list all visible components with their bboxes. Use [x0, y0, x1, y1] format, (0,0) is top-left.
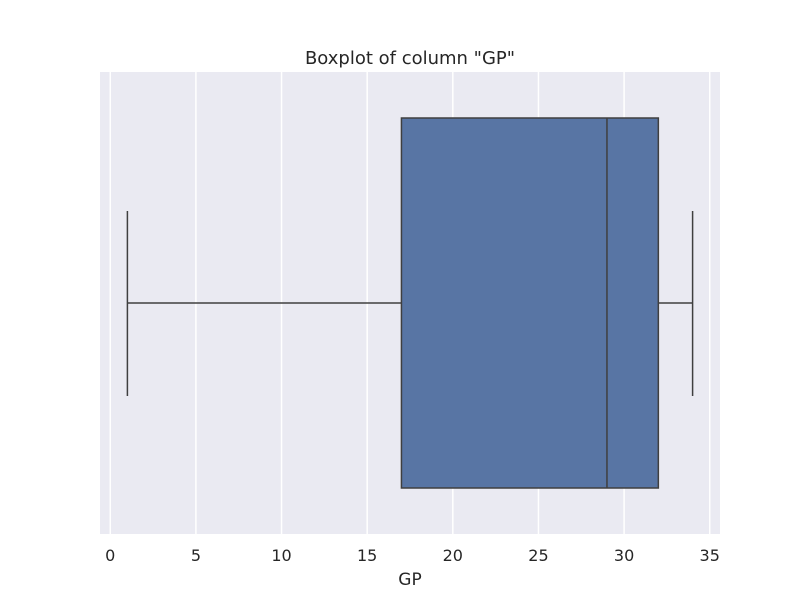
x-tick-label: 5: [191, 546, 201, 565]
x-tick-label: 10: [271, 546, 291, 565]
chart-title: Boxplot of column "GP": [305, 48, 515, 69]
box-group: [126, 117, 694, 489]
interquartile-box: [400, 117, 660, 489]
x-tick-labels: 0 5 10 15 20 25 30 35: [105, 546, 720, 565]
x-tick-label: 35: [700, 546, 720, 565]
x-tick-label: 0: [105, 546, 115, 565]
x-tick-label: 25: [528, 546, 548, 565]
x-tick-label: 20: [443, 546, 463, 565]
x-axis-label: GP: [398, 570, 421, 590]
x-tick-label: 30: [614, 546, 634, 565]
x-tick-label: 15: [357, 546, 377, 565]
